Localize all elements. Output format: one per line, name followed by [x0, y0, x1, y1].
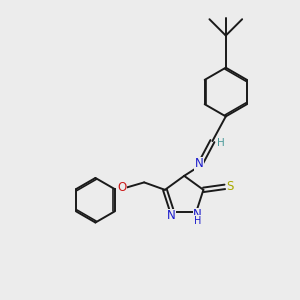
- Text: H: H: [194, 216, 201, 226]
- Text: N: N: [193, 208, 202, 221]
- Text: S: S: [226, 180, 234, 194]
- Text: H: H: [217, 138, 225, 148]
- Text: N: N: [167, 209, 176, 223]
- Text: O: O: [117, 181, 126, 194]
- Text: N: N: [195, 158, 203, 170]
